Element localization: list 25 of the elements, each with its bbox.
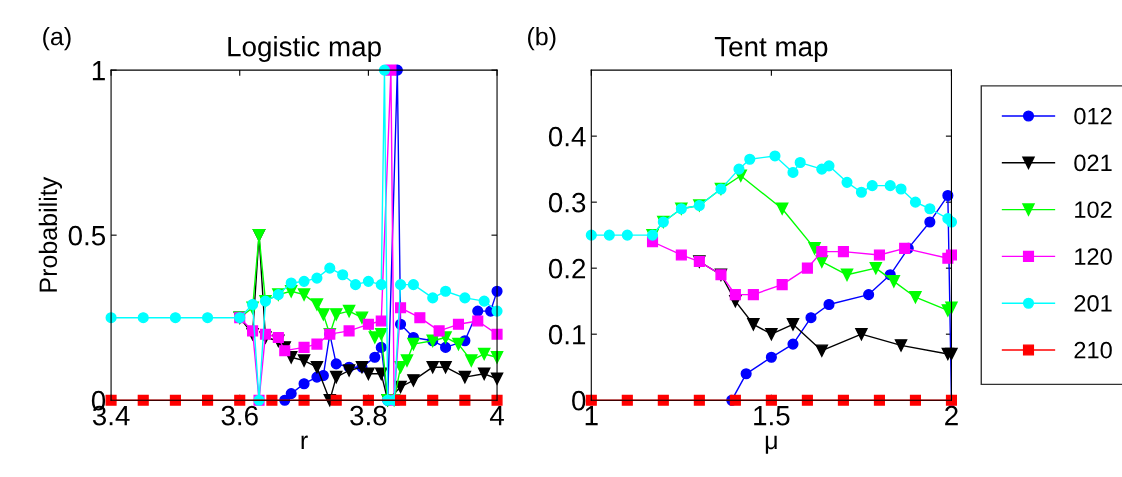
y-tick-label: 0.3 bbox=[548, 192, 586, 213]
x-axis-title: r bbox=[301, 435, 308, 450]
y-tick-label: 0 bbox=[572, 390, 586, 411]
chart-title: Logistic map bbox=[228, 36, 381, 62]
legend-label: 102 bbox=[1075, 201, 1112, 219]
x-tick-label: 2 bbox=[945, 405, 958, 426]
x-tick-label: 1.5 bbox=[754, 406, 790, 426]
y-tick-label: 1 bbox=[92, 61, 105, 81]
y-tick-label: 0.2 bbox=[548, 258, 586, 279]
text: (b) bbox=[528, 27, 556, 51]
x-tick-label: 3.8 bbox=[350, 405, 387, 426]
legend-label: 012 bbox=[1074, 107, 1112, 125]
text: (a) bbox=[43, 27, 71, 51]
legend-label: 201 bbox=[1074, 294, 1112, 312]
chart-title: Tent map bbox=[714, 37, 828, 62]
legend-label: 021 bbox=[1074, 154, 1112, 172]
legend-label: 210 bbox=[1074, 341, 1112, 359]
y-tick-label: 0.5 bbox=[68, 225, 106, 246]
x-tick-label: 3.6 bbox=[221, 405, 258, 426]
y-tick-label: 0.1 bbox=[548, 324, 586, 345]
y-axis-title: Probability bbox=[38, 176, 63, 292]
x-axis-title: μ bbox=[765, 435, 777, 454]
y-tick-label: 0.4 bbox=[548, 126, 586, 147]
legend-label: 120 bbox=[1075, 248, 1112, 265]
x-tick-label: 4 bbox=[489, 406, 504, 426]
